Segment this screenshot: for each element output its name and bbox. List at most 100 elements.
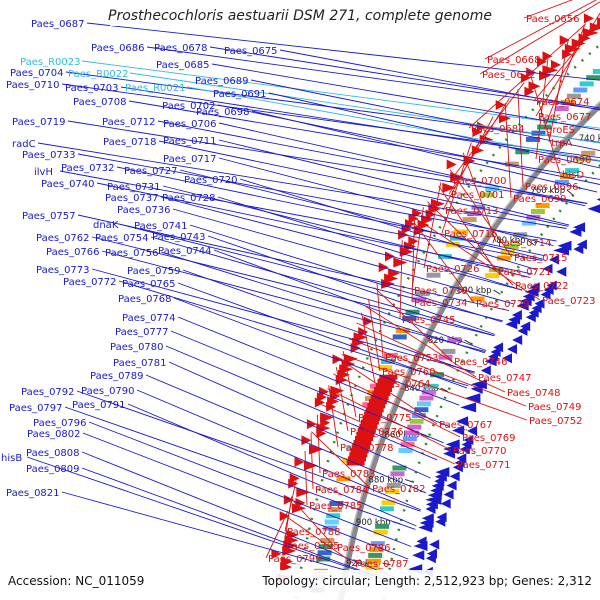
cog-category-box xyxy=(504,243,519,249)
reverse-gene-arrow xyxy=(429,539,440,550)
gene-label: Paes_0691 xyxy=(213,89,267,100)
genome-summary-text: Topology: circular; Length: 2,512,923 bp… xyxy=(262,574,592,588)
reverse-gene-arrow xyxy=(528,307,539,318)
gene-label: Paes_0790 xyxy=(81,386,135,397)
label-leader-line xyxy=(145,374,427,494)
scale-tick xyxy=(527,239,535,246)
gene-label: Paes_0700 xyxy=(453,176,507,187)
cog-category-box xyxy=(336,476,351,482)
forward-gene-arrow xyxy=(378,262,389,273)
forward-gene-arrow xyxy=(399,246,414,257)
forward-gene-arrow xyxy=(283,494,294,505)
reverse-gene-arrow xyxy=(556,266,567,277)
cog-category-box xyxy=(405,430,419,436)
cog-category-box xyxy=(412,413,426,418)
gene-label: Paes_0785 xyxy=(309,501,363,512)
reverse-gene-arrow xyxy=(418,522,433,533)
reverse-gene-arrow xyxy=(549,254,560,265)
label-leader-line xyxy=(251,110,598,193)
label-leader-line xyxy=(376,283,384,358)
cog-category-box xyxy=(542,118,557,124)
cog-category-box xyxy=(560,99,575,105)
gene-label: Paes_0675 xyxy=(224,46,278,57)
label-leader-line xyxy=(316,414,321,474)
label-leader-line xyxy=(535,58,549,160)
gene-label: Paes_0765 xyxy=(122,279,176,290)
cog-category-box xyxy=(581,150,596,156)
large-gene-segment xyxy=(360,419,379,425)
label-leader-line xyxy=(162,185,531,279)
gene-label: Paes_0808 xyxy=(26,448,80,459)
large-gene-segment xyxy=(352,444,371,450)
scale-tick-label: 920 kbp xyxy=(346,559,381,569)
label-leader-line xyxy=(173,297,460,406)
scale-tick-label: 740 kbp xyxy=(579,134,600,144)
forward-gene-arrow xyxy=(537,56,547,67)
label-leader-line xyxy=(342,351,357,418)
scale-tick-label: 760 kbp xyxy=(530,186,565,196)
gene-label: Paes_0686 xyxy=(91,43,145,54)
forward-gene-arrow xyxy=(314,397,325,408)
label-leader-line xyxy=(77,153,557,242)
gene-label: Paes_0723 xyxy=(542,296,596,307)
gene-label: Paes_0749 xyxy=(528,402,582,413)
gene-label: Paes_0771 xyxy=(457,460,511,471)
label-leader-line xyxy=(250,79,600,152)
gene-label: Paes_0766 xyxy=(46,247,100,258)
label-leader-line xyxy=(374,287,453,362)
cog-category-box xyxy=(592,69,600,74)
forward-gene-arrow xyxy=(279,511,290,522)
label-leader-line xyxy=(160,251,486,354)
label-leader-line xyxy=(441,142,472,234)
rna-label: Paes_R0023 xyxy=(20,57,80,68)
gene-label: radC xyxy=(12,139,36,150)
gene-label: Paes_0770 xyxy=(453,446,507,457)
reverse-gene-arrow xyxy=(512,335,523,345)
gene-label: Paes_0744 xyxy=(158,246,212,257)
label-leader-line xyxy=(333,373,461,438)
label-leader-line xyxy=(37,142,567,229)
reverse-gene-arrow xyxy=(470,383,483,394)
cog-category-box xyxy=(485,273,500,279)
large-gene-segment xyxy=(353,440,372,445)
gene-label: Paes_0712 xyxy=(102,117,156,128)
forward-gene-arrow xyxy=(446,159,457,170)
label-leader-line xyxy=(158,140,569,227)
accession-text: Accession: NC_011059 xyxy=(8,574,145,588)
cog-category-box xyxy=(488,267,503,273)
label-leader-line xyxy=(304,450,308,506)
forward-gene-arrow xyxy=(280,562,293,572)
forward-gene-arrow xyxy=(358,327,369,337)
gene-label: Paes_0714 xyxy=(498,238,552,249)
scale-tick-label: 780 kbp xyxy=(491,236,526,246)
cog-category-box xyxy=(531,130,546,136)
label-leader-line xyxy=(179,169,544,260)
cog-category-box xyxy=(402,436,417,442)
label-leader-line xyxy=(101,250,486,353)
reverse-gene-arrow xyxy=(413,541,428,551)
label-leader-line xyxy=(86,22,600,81)
reverse-gene-arrow xyxy=(456,416,469,427)
gene-label: Paes_0728 xyxy=(162,193,216,204)
reverse-gene-arrow xyxy=(534,298,545,309)
reverse-gene-arrow xyxy=(443,448,456,459)
gene-label: Paes_0690 xyxy=(538,155,592,166)
label-leader-line xyxy=(211,63,600,131)
reverse-gene-arrow xyxy=(553,245,569,256)
gene-label: Paes_0722 xyxy=(515,281,569,292)
large-gene-segment xyxy=(374,387,392,392)
forward-gene-arrow xyxy=(405,219,415,229)
label-leader-line xyxy=(415,218,541,301)
label-leader-line xyxy=(168,361,431,479)
cog-category-box xyxy=(327,507,342,513)
gene-label: Paes_0740 xyxy=(41,179,95,190)
scale-tick xyxy=(566,189,574,196)
label-leader-line xyxy=(535,12,600,117)
gene-label: Paes_0802 xyxy=(27,429,81,440)
scale-tick xyxy=(420,433,429,438)
label-leader-line xyxy=(368,299,381,372)
large-gene-segment xyxy=(377,378,396,384)
reverse-gene-arrow xyxy=(587,204,600,214)
label-leader-line xyxy=(136,389,421,511)
